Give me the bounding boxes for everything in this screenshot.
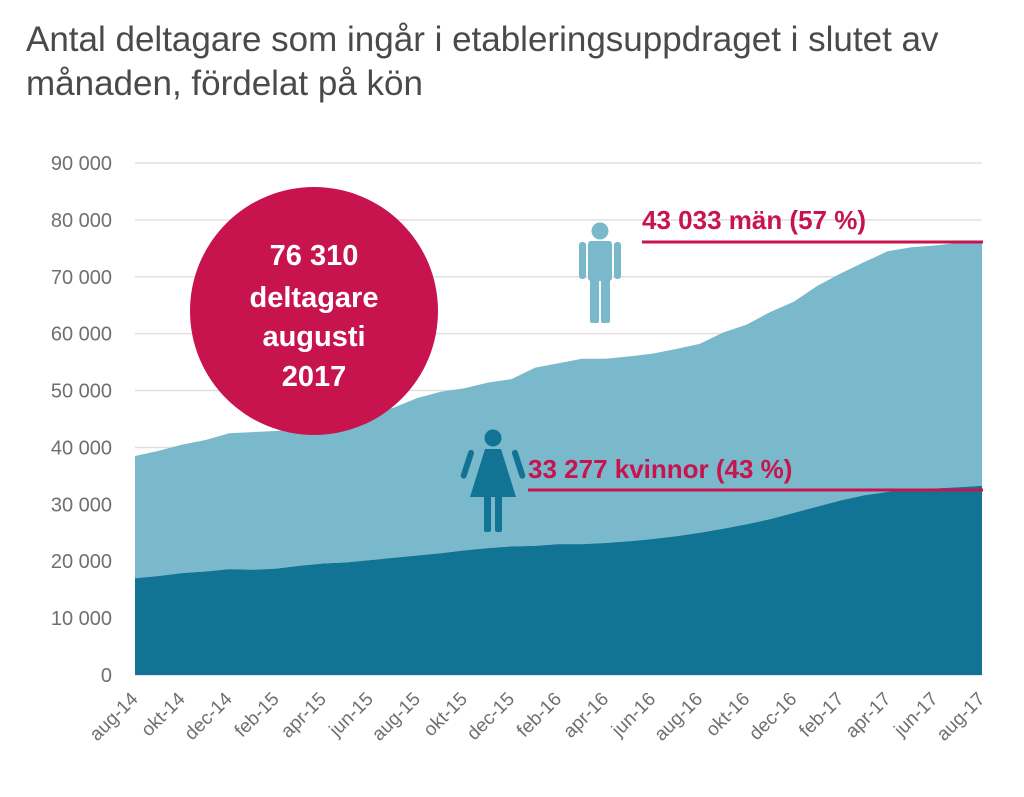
men-label: 43 033 män (57 %): [642, 205, 866, 235]
women-annotation: 33 277 kvinnor (43 %): [528, 454, 983, 492]
y-tick-label: 70 000: [51, 267, 112, 289]
x-tick-label: aug-15: [368, 689, 425, 746]
man-icon: [579, 222, 621, 323]
men-annotation: 43 033 män (57 %): [642, 205, 983, 244]
x-axis-tick-labels: aug-14okt-14dec-14feb-15apr-15jun-15aug-…: [86, 688, 990, 745]
x-tick-label: jun-17: [890, 689, 943, 742]
y-tick-label: 80 000: [51, 210, 112, 232]
x-tick-label: jun-16: [607, 689, 660, 742]
x-tick-label: dec-15: [463, 689, 519, 745]
y-tick-label: 30 000: [51, 494, 112, 516]
series-area-men: [135, 240, 982, 579]
y-axis-tick-labels: 0 10 000 20 000 30 000 40 000 50 000 60 000 70 …: [51, 153, 112, 687]
x-tick-label: jun-15: [325, 689, 378, 742]
x-tick-label: aug-16: [651, 689, 708, 746]
y-tick-label: 10 000: [51, 608, 112, 630]
total-month: augusti: [262, 321, 365, 353]
total-badge: 76 310 deltagare augusti 2017: [190, 187, 438, 435]
x-tick-label: okt-14: [137, 688, 189, 740]
y-tick-label: 60 000: [51, 324, 112, 346]
x-tick-label: feb-15: [231, 689, 284, 742]
x-tick-label: aug-14: [86, 688, 143, 745]
y-tick-label: 0: [101, 665, 112, 687]
total-year: 2017: [282, 361, 347, 393]
y-tick-label: 50 000: [51, 381, 112, 403]
x-tick-label: feb-17: [795, 689, 848, 742]
x-tick-label: okt-16: [702, 689, 754, 741]
woman-icon: [460, 429, 526, 532]
series-area-women: [135, 485, 982, 675]
chart-title: Antal deltagare som ingår i etableringsu…: [26, 20, 939, 103]
women-label: 33 277 kvinnor (43 %): [528, 454, 792, 484]
x-tick-label: apr-16: [559, 689, 613, 743]
total-unit: deltagare: [250, 282, 379, 314]
y-tick-label: 90 000: [51, 153, 112, 175]
x-tick-label: apr-15: [277, 689, 331, 743]
total-circle: [190, 187, 438, 435]
y-tick-label: 20 000: [51, 551, 112, 573]
x-tick-label: apr-17: [842, 689, 896, 743]
x-tick-label: dec-16: [745, 689, 801, 745]
x-tick-label: feb-16: [513, 689, 566, 742]
total-value: 76 310: [270, 240, 359, 272]
x-tick-label: okt-15: [420, 689, 472, 741]
area-series: [135, 240, 982, 675]
y-tick-label: 40 000: [51, 437, 112, 459]
x-tick-label: aug-17: [933, 689, 990, 746]
x-tick-label: dec-14: [181, 688, 237, 744]
